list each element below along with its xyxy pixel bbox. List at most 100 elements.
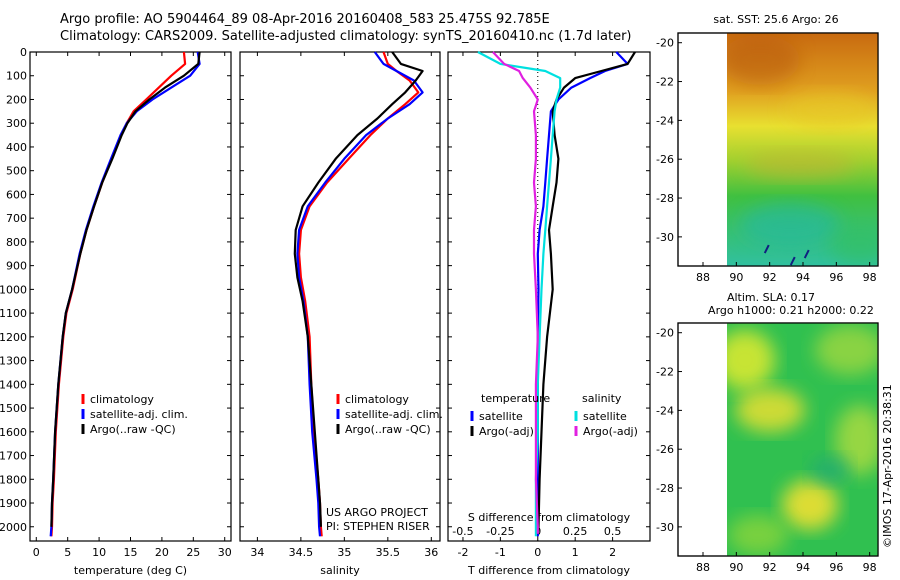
map-marker	[789, 256, 796, 266]
x-tick-label: 1	[572, 546, 579, 559]
sst-map-title: sat. SST: 25.6 Argo: 26	[713, 13, 838, 26]
x-axis-label: salinity	[320, 564, 360, 577]
y-tick-label: 1600	[0, 426, 27, 439]
y-tick-label: 700	[6, 212, 27, 225]
temperature-panel-frame	[29, 51, 232, 542]
map-y-tick-label: -28	[656, 192, 674, 205]
sla-field	[727, 323, 878, 556]
y-tick-label: 0	[20, 46, 27, 59]
y-tick-label: 1100	[0, 307, 27, 320]
map-y-tick-label: -26	[656, 443, 674, 456]
legend-label: Argo(-adj)	[479, 425, 534, 438]
temperature-plot: 0100200300400500600700800900100011001200…	[0, 46, 232, 577]
map-y-tick-label: -20	[656, 327, 674, 340]
map-x-tick-label: 94	[796, 271, 810, 284]
x-axis-label: temperature (deg C)	[74, 564, 187, 577]
sst-map: sat. SST: 25.6 Argo: 26 88 90 92 94 96 98 -20 -…	[656, 13, 879, 284]
annotation-project: US ARGO PROJECT	[326, 506, 428, 519]
y-tick-label: 2000	[0, 521, 27, 534]
map-x-tick-label: 96	[829, 271, 843, 284]
map-y-tick-label: -30	[656, 231, 674, 244]
difference-panel-frame	[447, 51, 651, 542]
map-x-tick-label: 94	[796, 561, 810, 574]
series-temperature-2	[50, 51, 201, 527]
series-salinity-2	[293, 51, 424, 527]
sla-map-subtitle: Argo h1000: 0.21 h2000: 0.22	[708, 304, 874, 317]
sst-map-axes: 88 90 92 94 96 98 -20 -22 -24 -26 -28 -30	[656, 37, 877, 284]
x-tick-label: 30	[218, 546, 232, 559]
y-tick-label: 200	[6, 93, 27, 106]
map-x-tick-label: 88	[696, 271, 710, 284]
series-differences-2	[477, 51, 562, 537]
x-tick-label: 5	[64, 546, 71, 559]
map-x-tick-label: 92	[763, 561, 777, 574]
series-salinity-1	[296, 51, 424, 537]
legend-label: satellite	[479, 410, 523, 423]
x-tick-label: -2	[457, 546, 468, 559]
x-tick-label: 35	[337, 546, 351, 559]
map-marker	[803, 249, 810, 259]
x-tick-label: 0	[534, 546, 541, 559]
s-tick-label: -0.5	[452, 525, 473, 538]
y-tick-label: 1300	[0, 355, 27, 368]
map-y-tick-label: -26	[656, 153, 674, 166]
y-tick-label: 800	[6, 236, 27, 249]
x-tick-label: 35.5	[376, 546, 401, 559]
legend-label: Argo(..raw -QC)	[90, 423, 176, 436]
x-tick-label: 36	[424, 546, 438, 559]
legend-label: satellite-adj. clim.	[345, 408, 443, 421]
legend-label: Argo(..raw -QC)	[345, 423, 431, 436]
legend-label: climatology	[345, 393, 409, 406]
salinity-plot: 34 34.5 35 35.5 36 salinity climatology satelli…	[240, 51, 443, 577]
map-x-tick-label: 92	[763, 271, 777, 284]
credit-text: ©IMOS 17-Apr-2016 20:38:31	[881, 384, 894, 548]
series-differences-3	[492, 51, 539, 534]
x-tick-label: 20	[155, 546, 169, 559]
y-tick-label: 1500	[0, 402, 27, 415]
figure-title-line1: Argo profile: AO 5904464_89 08-Apr-2016 …	[60, 12, 550, 27]
figure-title-line2: Climatology: CARS2009. Satellite-adjuste…	[60, 29, 632, 44]
y-tick-label: 400	[6, 141, 27, 154]
sla-map-axes: 88 90 92 94 96 98 -20 -22 -24 -26 -28 -30	[656, 327, 877, 574]
map-y-tick-label: -22	[656, 76, 674, 89]
s-axis-label: S difference from climatology	[468, 511, 631, 524]
map-y-tick-label: -20	[656, 37, 674, 50]
y-tick-label: 300	[6, 117, 27, 130]
map-y-tick-label: -28	[656, 482, 674, 495]
x-tick-label: -1	[495, 546, 506, 559]
x-tick-label: 0	[33, 546, 40, 559]
map-x-tick-label: 90	[729, 271, 743, 284]
legend-label: satellite	[583, 410, 627, 423]
map-x-tick-label: 98	[863, 561, 877, 574]
x-tick-label: 25	[186, 546, 200, 559]
sst-field	[727, 33, 878, 266]
y-tick-label: 1800	[0, 473, 27, 486]
legend-label: Argo(-adj)	[583, 425, 638, 438]
series-temperature-1	[49, 51, 201, 537]
x-tick-label: 34	[250, 546, 264, 559]
y-tick-label: 500	[6, 165, 27, 178]
x-axis-label: T difference from climatology	[467, 564, 630, 577]
legend-title: temperature	[481, 392, 550, 405]
legend-title: salinity	[582, 392, 622, 405]
s-tick-label: 0.25	[563, 525, 588, 538]
map-y-tick-label: -24	[656, 404, 674, 417]
map-y-tick-label: -30	[656, 521, 674, 534]
map-x-tick-label: 90	[729, 561, 743, 574]
s-tick-label: -0.25	[486, 525, 514, 538]
y-tick-label: 1400	[0, 378, 27, 391]
y-tick-label: 100	[6, 70, 27, 83]
difference-plot: -2 -1 0 1 2 T difference from climatology -0.5…	[448, 51, 650, 577]
y-tick-label: 900	[6, 260, 27, 273]
map-x-tick-label: 96	[829, 561, 843, 574]
x-tick-label: 2	[609, 546, 616, 559]
y-tick-label: 600	[6, 188, 27, 201]
x-tick-label: 15	[124, 546, 138, 559]
map-y-tick-label: -24	[656, 114, 674, 127]
x-tick-label: 10	[92, 546, 106, 559]
sla-map-title: Altim. SLA: 0.17	[727, 291, 815, 304]
legend-label: satellite-adj. clim.	[90, 408, 188, 421]
map-x-tick-label: 88	[696, 561, 710, 574]
